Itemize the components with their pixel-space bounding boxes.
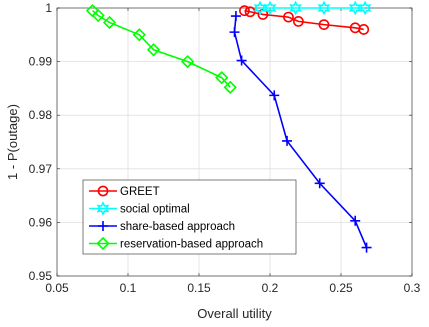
data-point-greet — [244, 6, 256, 18]
legend-marker-social-optimal — [96, 201, 110, 216]
series-line-reservation-based-approach — [91, 10, 231, 88]
legend-label-social-optimal: social optimal — [120, 204, 190, 216]
y-tick-label: 0.95 — [29, 269, 53, 283]
legend-marker-greet — [97, 185, 109, 197]
data-point-social-optimal — [317, 0, 331, 16]
series-reservation-based-approach — [85, 4, 237, 94]
legend-marker-reservation-based-approach — [96, 236, 110, 251]
data-point-greet — [239, 5, 250, 17]
data-point-share-based-approach — [236, 55, 247, 66]
data-point-reservation-based-approach — [146, 43, 161, 57]
plot-area — [56, 7, 413, 277]
data-point-social-optimal — [289, 0, 302, 16]
x-axis-ticks: 0.05 0.1 0.15 0.2 0.25 0.3 — [45, 8, 421, 295]
legend: GREET social optimal share-based approach r… — [82, 179, 297, 255]
y-axis-ticks: 0.95 0.96 0.97 0.98 0.99 1 — [29, 1, 412, 283]
y-tick-label: 1 — [45, 1, 52, 15]
data-point-greet — [292, 15, 304, 27]
data-point-reservation-based-approach — [223, 80, 237, 94]
series-line-share-based-approach — [233, 15, 368, 248]
y-tick-label: 0.96 — [29, 215, 53, 229]
x-tick-label: 0.05 — [45, 281, 69, 295]
data-point-social-optimal — [263, 0, 277, 16]
y-tick-label: 0.98 — [29, 108, 53, 122]
x-axis-label: Overall utility — [197, 306, 272, 321]
y-tick-label: 0.99 — [29, 55, 53, 69]
legend-box — [82, 179, 297, 255]
x-tick-label: 0.1 — [120, 281, 137, 295]
data-point-greet — [318, 19, 330, 31]
data-point-share-based-approach — [361, 242, 372, 253]
series-greet — [239, 5, 370, 35]
data-point-share-based-approach — [269, 90, 280, 101]
data-point-share-based-approach — [282, 135, 293, 146]
series-social-optimal — [253, 0, 372, 16]
data-point-social-optimal — [358, 0, 372, 16]
data-point-share-based-approach — [230, 11, 241, 22]
data-point-greet — [358, 24, 370, 35]
y-tick-label: 0.97 — [29, 162, 53, 176]
data-point-share-based-approach — [314, 178, 325, 189]
data-point-share-based-approach — [229, 27, 240, 38]
data-point-share-based-approach — [350, 215, 361, 226]
data-point-reservation-based-approach — [132, 28, 146, 42]
y-axis-label: 1 - P(outage) — [5, 104, 20, 180]
series-layer — [85, 0, 372, 253]
data-point-greet — [283, 11, 294, 23]
data-point-reservation-based-approach — [215, 71, 229, 85]
legend-label-greet: GREET — [120, 186, 160, 198]
x-tick-label: 0.2 — [262, 281, 279, 295]
data-point-reservation-based-approach — [181, 54, 195, 69]
series-share-based-approach — [229, 11, 372, 253]
data-point-greet — [257, 9, 269, 20]
x-tick-label: 0.15 — [187, 281, 211, 295]
x-tick-label: 0.25 — [329, 281, 353, 295]
data-point-reservation-based-approach — [91, 8, 105, 23]
x-tick-label: 0.3 — [404, 281, 421, 295]
data-point-reservation-based-approach — [102, 15, 117, 30]
legend-label-reservation-based-approach: reservation-based approach — [120, 239, 263, 251]
legend-marker-share-based-approach — [98, 221, 108, 231]
legend-label-share-based-approach: share-based approach — [120, 221, 235, 233]
